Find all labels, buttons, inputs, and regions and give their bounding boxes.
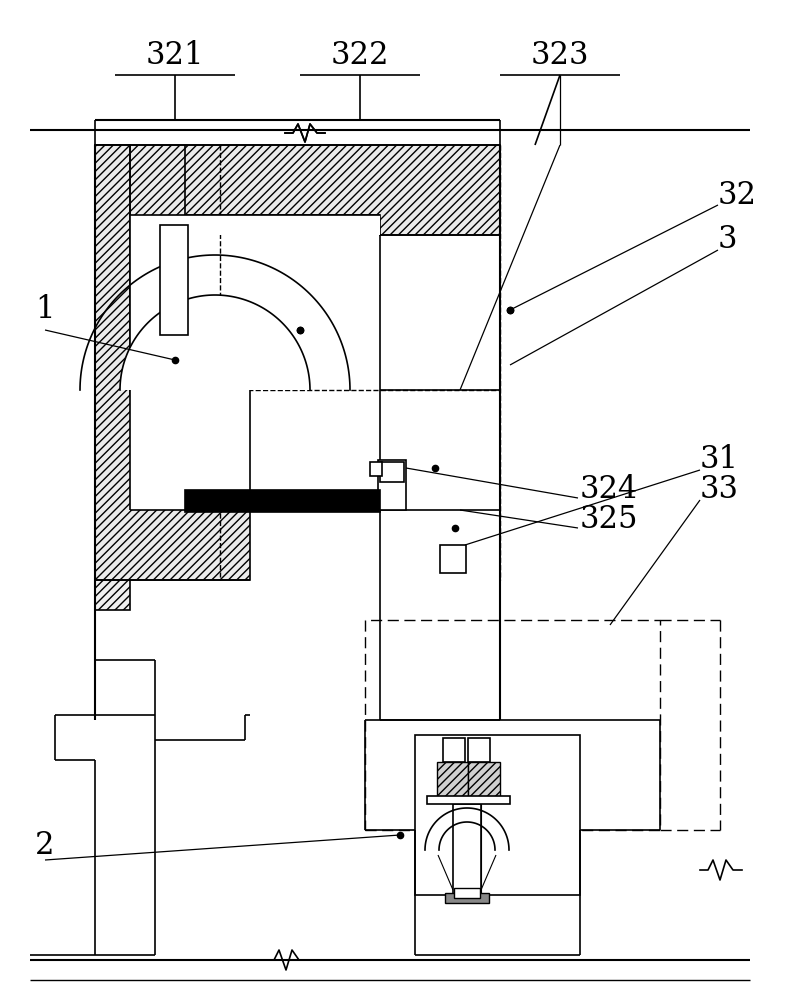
Text: 324: 324	[580, 475, 638, 506]
Bar	[445, 893, 489, 903]
Text: 322: 322	[331, 39, 389, 70]
Polygon shape	[120, 295, 350, 390]
Polygon shape	[95, 145, 500, 580]
Bar	[453, 804, 481, 894]
Bar	[427, 796, 510, 804]
Text: 31: 31	[700, 444, 739, 476]
Bar	[415, 735, 580, 895]
Text: 325: 325	[580, 504, 638, 536]
Polygon shape	[130, 215, 380, 510]
Polygon shape	[437, 762, 468, 798]
Bar	[185, 490, 380, 512]
Text: 32: 32	[718, 180, 757, 211]
Text: 2: 2	[36, 830, 55, 860]
Text: 3: 3	[718, 225, 738, 255]
Text: 321: 321	[145, 39, 205, 70]
Text: 1: 1	[36, 294, 55, 326]
Bar	[370, 462, 382, 476]
Text: 33: 33	[700, 475, 739, 506]
Bar	[378, 460, 406, 510]
Bar	[160, 225, 188, 335]
Bar	[443, 738, 465, 762]
Polygon shape	[95, 145, 130, 610]
Bar	[380, 462, 404, 482]
Bar	[365, 620, 660, 830]
Bar	[440, 545, 466, 573]
Text: 323: 323	[531, 39, 589, 70]
Polygon shape	[468, 762, 500, 798]
Bar	[468, 738, 490, 762]
Bar	[454, 888, 480, 898]
